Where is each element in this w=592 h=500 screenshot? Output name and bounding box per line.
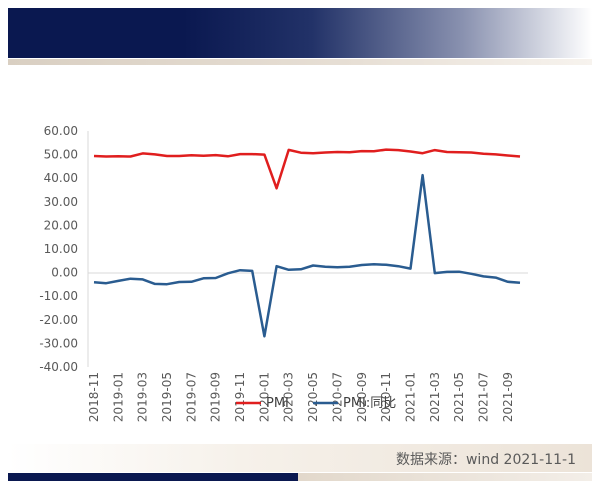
- y-tick-label: -40.00: [39, 360, 78, 374]
- x-tick-label: 2020-05: [306, 372, 320, 422]
- series-group: [93, 148, 521, 338]
- x-tick-label: 2020-11: [379, 372, 393, 422]
- x-tick-label: 2020-01: [257, 372, 271, 422]
- y-tick-label: 40.00: [44, 171, 78, 185]
- x-tick-label: 2019-07: [184, 372, 198, 422]
- x-tick-label: 2019-09: [209, 372, 223, 422]
- legend-label: PMI: [266, 396, 289, 411]
- legend: PMI PMI:同比: [236, 396, 396, 411]
- x-tick-label: 2020-09: [355, 372, 369, 422]
- y-tick-label: -20.00: [39, 313, 78, 327]
- y-tick-label: 0.00: [51, 266, 78, 280]
- x-tick-label: 2019-01: [111, 372, 125, 422]
- x-tick-label: 2019-03: [136, 372, 150, 422]
- series-line-pmi-yoy: [93, 173, 521, 338]
- x-tick-label: 2020-07: [330, 372, 344, 422]
- y-tick-label: 60.00: [44, 124, 78, 138]
- x-tick-label: 2019-11: [233, 372, 247, 422]
- x-tick-label: 2021-05: [452, 372, 466, 422]
- y-tick-label: -30.00: [39, 336, 78, 350]
- footer-bar-light: [298, 473, 592, 481]
- x-tick-label: 2019-05: [160, 372, 174, 422]
- header-rule: [8, 59, 592, 65]
- source-text: 数据来源：wind 2021-11-1: [395, 452, 576, 468]
- x-axis: 2018-11 2019-01 2019-03 2019-05 2019-07 2019-…: [87, 372, 515, 422]
- x-tick-label: 2020-03: [282, 372, 296, 422]
- header-banner: [8, 8, 592, 58]
- x-tick-label: 2021-01: [403, 372, 417, 422]
- x-tick-label: 2021-09: [501, 372, 515, 422]
- y-tick-label: 20.00: [44, 218, 78, 232]
- y-tick-label: 10.00: [44, 242, 78, 256]
- y-axis: 60.00 50.00 40.00 30.00 20.00 10.00 0.00 -10.00…: [39, 124, 78, 374]
- y-tick-label: 30.00: [44, 195, 78, 209]
- legend-label: PMI:同比: [343, 396, 396, 411]
- source-band: [8, 444, 592, 472]
- series-line-pmi: [93, 148, 521, 190]
- x-tick-label: 2018-11: [87, 372, 101, 422]
- footer-bar: [8, 473, 298, 481]
- x-tick-label: 2021-03: [428, 372, 442, 422]
- x-tick-label: 2021-07: [476, 372, 490, 422]
- y-tick-label: -10.00: [39, 289, 78, 303]
- y-tick-label: 50.00: [44, 148, 78, 162]
